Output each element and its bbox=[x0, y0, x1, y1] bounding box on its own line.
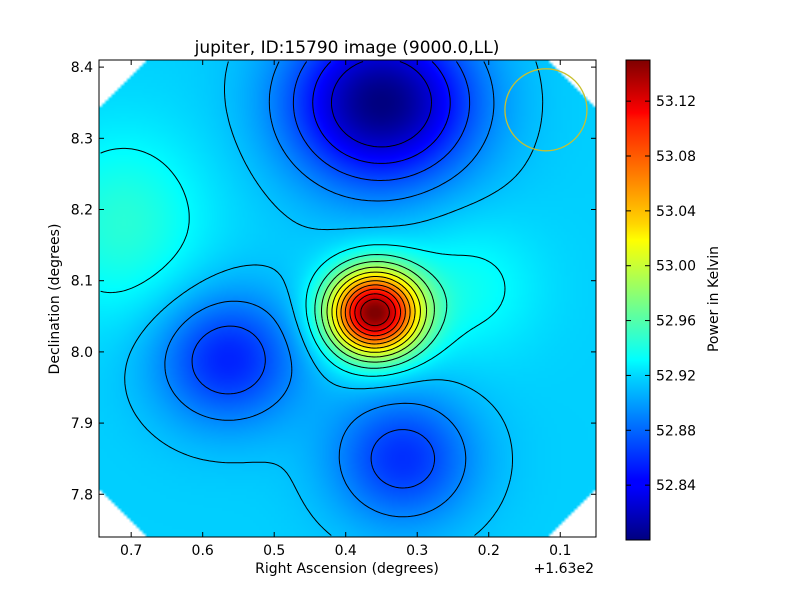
contour-level-1 bbox=[312, 61, 451, 164]
contour-level-9 bbox=[331, 271, 421, 353]
x-tick-label: 0.7 bbox=[120, 543, 142, 559]
y-axis-label: Declination (degrees) bbox=[47, 224, 63, 375]
x-tick-label: 0.3 bbox=[406, 543, 428, 559]
colorbar-tick-label: 52.96 bbox=[656, 314, 696, 330]
colorbar-tick-label: 53.00 bbox=[656, 259, 696, 275]
x-tick-label: 0.2 bbox=[478, 543, 500, 559]
y-tick-label: 8.4 bbox=[71, 60, 93, 76]
x-axis: 0.7 0.6 0.5 0.4 0.3 0.2 0.1 bbox=[120, 60, 571, 559]
contour-level-14 bbox=[354, 293, 396, 332]
colorbar bbox=[626, 60, 650, 540]
y-axis: 7.8 7.9 8.0 8.1 8.2 8.3 8.4 bbox=[71, 60, 596, 503]
contour-level-11 bbox=[340, 280, 411, 345]
contour-level-8 bbox=[326, 266, 428, 358]
contour-lines bbox=[100, 61, 544, 536]
heatmap-image bbox=[99, 60, 596, 537]
colorbar-label: Power in Kelvin bbox=[706, 246, 722, 352]
y-tick-label: 8.1 bbox=[71, 274, 93, 290]
chart-title: jupiter, ID:15790 image (9000.0,LL) bbox=[194, 38, 500, 58]
y-tick-label: 7.9 bbox=[71, 416, 93, 432]
colorbar-frame bbox=[625, 59, 651, 541]
contour-level-6 bbox=[314, 254, 448, 369]
y-tick-label: 8.3 bbox=[71, 131, 93, 147]
contour-level-2 bbox=[191, 61, 471, 489]
contour-level-12 bbox=[344, 284, 406, 341]
y-tick-label: 8.0 bbox=[71, 345, 93, 361]
contour-level-4 bbox=[124, 61, 544, 536]
beam-circle bbox=[504, 68, 588, 152]
colorbar-tick-label: 52.88 bbox=[656, 423, 696, 439]
y-tick-label: 7.8 bbox=[71, 487, 93, 503]
contour-level-15 bbox=[360, 298, 390, 327]
contour-level-13 bbox=[349, 288, 402, 337]
colorbar-tick-label: 53.04 bbox=[656, 204, 696, 220]
colorbar-tick-label: 53.12 bbox=[656, 94, 696, 110]
contour-level-5 bbox=[100, 147, 506, 377]
x-tick-label: 0.5 bbox=[263, 543, 285, 559]
contour-level-10 bbox=[336, 276, 416, 349]
colorbar-axis: 52.84 52.88 52.92 52.96 53.00 53.04 53.08 53.12 bbox=[626, 94, 696, 494]
colorbar-tick-label: 53.08 bbox=[656, 149, 696, 165]
colorbar-tick-label: 52.84 bbox=[656, 478, 696, 494]
contour-level-3 bbox=[164, 61, 495, 518]
contour-level-7 bbox=[321, 261, 435, 363]
x-offset-label: +1.63e2 bbox=[534, 561, 594, 577]
y-tick-label: 8.2 bbox=[71, 203, 93, 219]
x-axis-label: Right Ascension (degrees) bbox=[255, 561, 439, 577]
x-tick-label: 0.6 bbox=[192, 543, 214, 559]
x-tick-label: 0.1 bbox=[549, 543, 571, 559]
plot-frame bbox=[98, 59, 597, 538]
colorbar-tick-label: 52.92 bbox=[656, 368, 696, 384]
x-tick-label: 0.4 bbox=[335, 543, 357, 559]
contour-level-0 bbox=[331, 61, 432, 148]
